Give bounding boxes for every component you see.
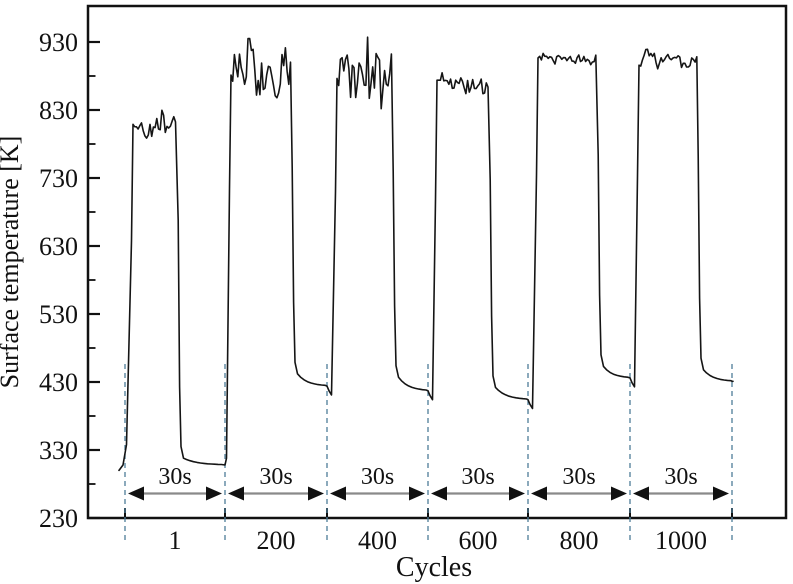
duration-label: 30s — [158, 464, 191, 490]
y-tick-label: 730 — [39, 164, 78, 193]
arrow-head-right — [206, 486, 222, 501]
arrow-head-left — [531, 486, 547, 501]
arrow-head-right — [611, 486, 627, 501]
arrow-head-right — [509, 486, 525, 501]
y-tick-label: 430 — [39, 368, 78, 397]
segment-boundary-lines — [124, 364, 733, 541]
x-cycle-label: 800 — [560, 526, 599, 555]
arrow-head-right — [409, 486, 425, 501]
y-tick-label: 630 — [39, 232, 78, 261]
y-tick-label: 330 — [39, 436, 78, 465]
x-cycle-label: 200 — [257, 526, 296, 555]
duration-label: 30s — [562, 464, 595, 490]
y-axis-title: Surface temperature [K] — [0, 136, 24, 389]
temperature-trace — [118, 36, 734, 472]
arrow-head-left — [431, 486, 447, 501]
arrow-head-left — [128, 486, 144, 501]
y-tick-label: 530 — [39, 300, 78, 329]
x-cycle-label: 1 — [169, 526, 182, 555]
y-tick-label: 830 — [39, 96, 78, 125]
arrow-head-left — [330, 486, 346, 501]
y-axis-ticks: 230 330 430 530 630 730 830 930 — [39, 28, 100, 533]
surface-temperature-line — [118, 36, 734, 472]
x-cycle-label: 600 — [459, 526, 498, 555]
duration-label: 30s — [361, 464, 394, 490]
y-tick-label: 230 — [39, 504, 78, 533]
y-tick-label: 930 — [39, 28, 78, 57]
arrow-head-left — [633, 486, 649, 501]
arrow-head-right — [308, 486, 324, 501]
duration-arrows: 30s 30s 30s 30s 30s 30s — [128, 464, 729, 501]
arrow-head-left — [228, 486, 244, 501]
arrow-head-right — [713, 486, 729, 501]
x-cycle-label: 400 — [358, 526, 397, 555]
plot-border — [86, 4, 788, 520]
duration-label: 30s — [461, 464, 494, 490]
x-cycle-label: 1000 — [655, 526, 707, 555]
x-axis-cycle-labels: 1 200 400 600 800 1000 — [169, 526, 708, 555]
duration-label: 30s — [259, 464, 292, 490]
x-axis-title: Cycles — [396, 552, 472, 583]
duration-label: 30s — [664, 464, 697, 490]
